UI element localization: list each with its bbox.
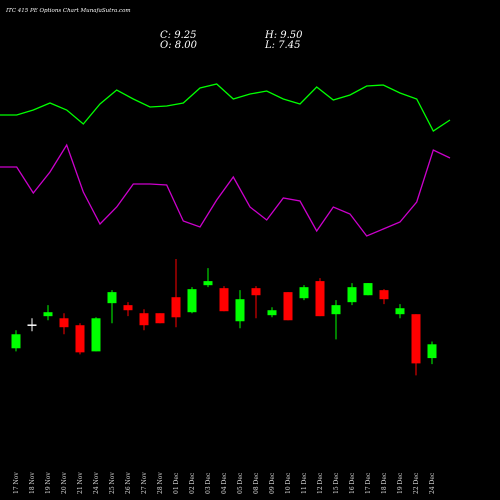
candle-body <box>203 281 213 286</box>
x-tick-label: 17 Nov <box>13 472 20 494</box>
candle-body <box>219 288 229 312</box>
x-tick-label: 09 Dec <box>269 472 276 494</box>
candle-body <box>267 310 277 316</box>
candle-body <box>411 314 421 364</box>
x-tick-label: 18 Nov <box>29 472 36 494</box>
candle-body <box>107 292 117 304</box>
x-tick-label: 25 Nov <box>109 472 116 494</box>
candle-body <box>347 287 357 303</box>
x-tick-label: 02 Dec <box>189 472 196 494</box>
x-tick-label: 11 Dec <box>301 472 308 494</box>
x-tick-label: 04 Dec <box>221 472 228 494</box>
low-label: L: 7.45 <box>264 40 300 51</box>
candle-body <box>315 281 325 317</box>
candle-body <box>331 305 341 315</box>
x-tick-label: 12 Dec <box>317 472 324 494</box>
x-tick-label: 21 Nov <box>77 472 84 494</box>
candle-body <box>171 297 181 318</box>
x-tick-label: 03 Dec <box>205 472 212 494</box>
open-label: O: 8.00 <box>160 40 198 51</box>
candle-body <box>43 312 53 317</box>
x-tick-label: 28 Nov <box>157 472 164 494</box>
x-tick-label: 26 Nov <box>125 472 132 494</box>
candle-body <box>283 292 293 321</box>
candle-body <box>59 318 69 328</box>
x-tick-label: 20 Nov <box>61 472 68 494</box>
candle-body <box>395 308 405 315</box>
x-tick-label: 18 Dec <box>381 472 388 494</box>
candle-body <box>251 288 261 296</box>
candle-body <box>299 287 309 299</box>
x-tick-label: 10 Dec <box>285 472 292 494</box>
x-tick-label: 01 Dec <box>173 472 180 494</box>
candle-body <box>379 290 389 300</box>
candle-body <box>123 305 133 311</box>
x-tick-label: 08 Dec <box>253 472 260 494</box>
candle-body <box>427 344 437 359</box>
x-tick-label: 19 Nov <box>45 472 52 494</box>
x-tick-label: 27 Nov <box>141 472 148 494</box>
candle-body <box>75 325 85 353</box>
candle-body <box>363 283 373 296</box>
x-tick-label: 22 Dec <box>413 472 420 494</box>
candle-body <box>155 313 165 324</box>
x-tick-label: 24 Nov <box>93 472 100 494</box>
candle-body <box>139 313 149 326</box>
high-label: H: 9.50 <box>264 30 303 41</box>
chart-title: ITC 415 PE Options Chart MunafaSutra.com <box>5 8 131 14</box>
x-tick-label: 19 Dec <box>397 472 404 494</box>
x-tick-label: 15 Dec <box>333 472 340 494</box>
candle-body <box>235 299 245 322</box>
indicator-line <box>0 143 451 237</box>
x-tick-label: 16 Dec <box>349 472 356 494</box>
candle-body <box>11 334 21 349</box>
x-tick-label: 05 Dec <box>237 472 244 494</box>
x-tick-label: 24 Dec <box>429 472 436 494</box>
candle-body <box>187 289 197 313</box>
close-label: C: 9.25 <box>160 30 196 41</box>
candle-body <box>27 324 37 326</box>
candle-body <box>91 318 101 352</box>
indicator-line <box>0 83 451 132</box>
x-tick-label: 17 Dec <box>365 472 372 494</box>
